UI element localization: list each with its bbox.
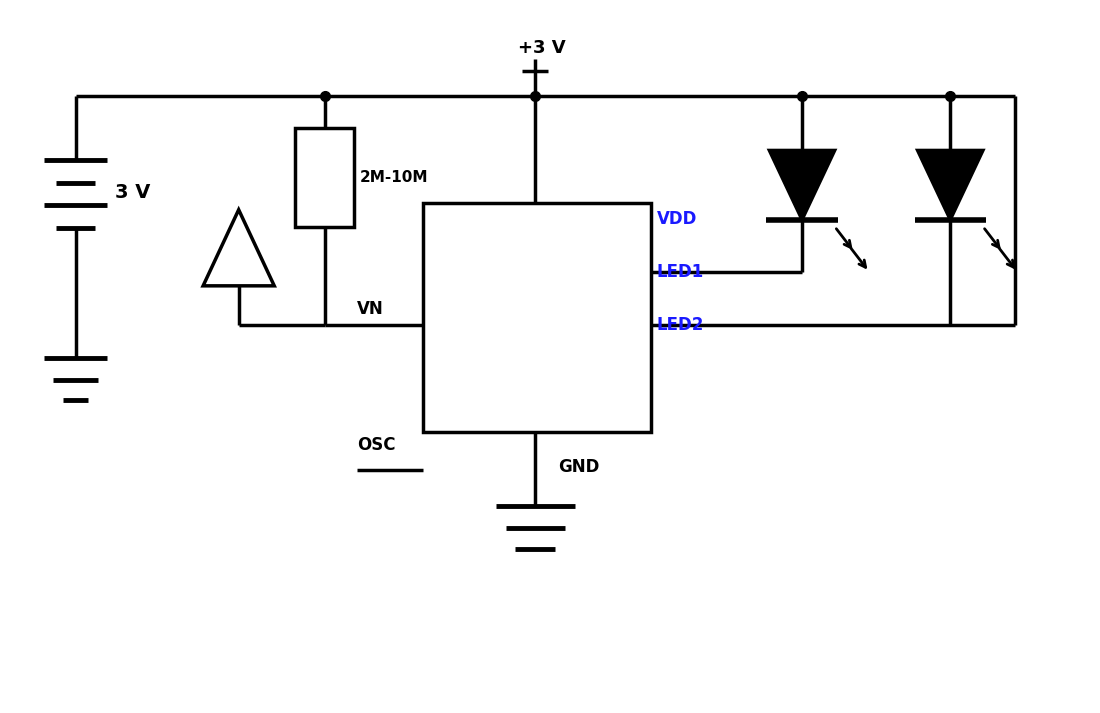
Polygon shape: [769, 150, 835, 220]
Text: VDD: VDD: [657, 210, 697, 227]
Polygon shape: [917, 150, 983, 220]
Text: 3 V: 3 V: [116, 183, 151, 202]
Bar: [295, 128, 354, 227]
Text: LED1: LED1: [657, 263, 704, 281]
Bar: [424, 202, 651, 432]
Text: GND: GND: [558, 458, 600, 476]
Text: +3 V: +3 V: [518, 39, 565, 56]
Text: 2M-10M: 2M-10M: [360, 170, 429, 185]
Text: VN: VN: [358, 300, 384, 319]
Text: LED2: LED2: [657, 317, 704, 334]
Text: OSC: OSC: [358, 436, 396, 454]
